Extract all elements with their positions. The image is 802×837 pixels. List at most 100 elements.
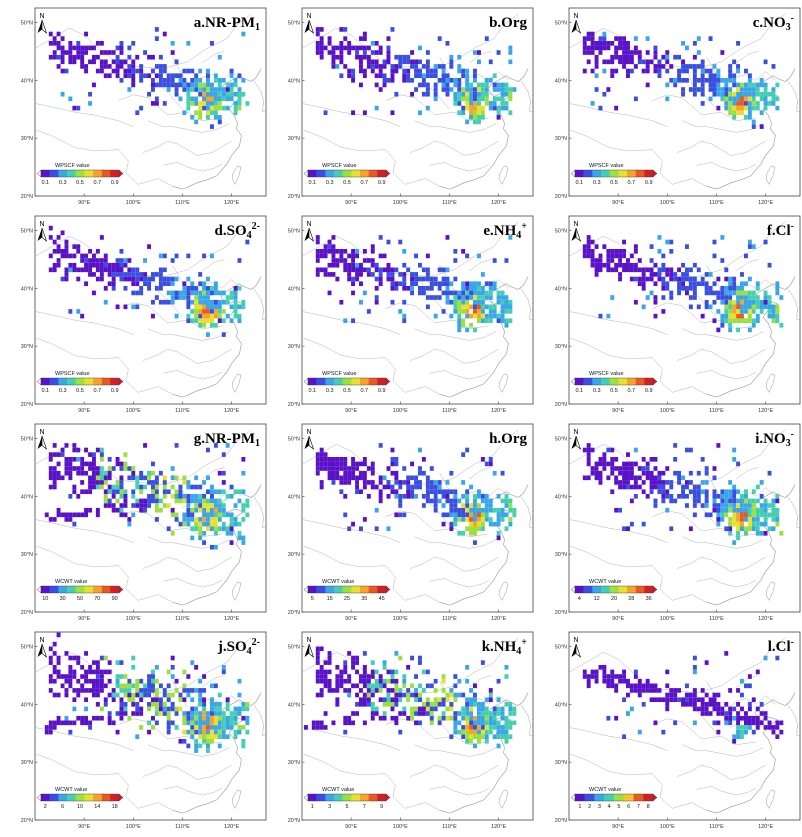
grid-cell (210, 697, 214, 703)
grid-cell (728, 526, 733, 532)
grid-cell (708, 290, 713, 296)
grid-cell (92, 290, 96, 296)
grid-cell (135, 683, 140, 689)
grid-cell (131, 64, 136, 69)
grid-cell (382, 678, 387, 684)
grid-cell (370, 466, 375, 471)
grid-cell (453, 498, 458, 504)
grid-cell (245, 101, 250, 106)
grid-cell (190, 87, 195, 92)
grid-cell (712, 299, 717, 305)
province-border (414, 536, 497, 549)
grid-cell (80, 470, 85, 476)
grid-cell (740, 734, 744, 740)
grid-cell (206, 743, 210, 749)
grid-cell (657, 480, 662, 485)
grid-cell (720, 50, 725, 55)
grid-cell (704, 711, 709, 716)
grid-cell (728, 318, 733, 324)
grid-cell (775, 521, 780, 527)
legend-swatch (67, 378, 76, 385)
grid-cell (233, 295, 238, 300)
grid-cell (186, 304, 191, 310)
grid-cell (119, 697, 124, 703)
grid-cell (633, 262, 638, 268)
grid-cell (131, 683, 136, 689)
grid-cell (319, 674, 324, 679)
grid-cell (92, 678, 96, 684)
grid-cell (182, 720, 187, 726)
grid-cell (645, 494, 650, 499)
grid-cell (198, 115, 203, 120)
north-label: N (573, 637, 578, 644)
grid-cell (488, 711, 493, 716)
grid-cell (614, 475, 619, 481)
grid-cell (473, 517, 477, 522)
grid-cell (92, 484, 96, 490)
grid-cell (708, 68, 713, 74)
grid-cell (174, 512, 179, 518)
legend-swatch (643, 794, 654, 801)
grid-cell (241, 503, 246, 508)
grid-cell (217, 692, 222, 698)
grid-cell (457, 318, 462, 324)
grid-cell (351, 683, 356, 689)
grid-cell (433, 64, 438, 69)
grid-cell (139, 286, 144, 291)
grid-cell (696, 498, 701, 504)
province-border (302, 337, 440, 395)
grid-cell (469, 517, 474, 522)
grid-cell (712, 706, 717, 712)
grid-cell (225, 82, 230, 88)
legend-tick-label: 25 (344, 596, 350, 602)
grid-cell (681, 78, 686, 83)
grid-cell (210, 503, 214, 508)
grid-cell (692, 82, 697, 88)
province-border (302, 545, 440, 603)
grid-cell (645, 82, 650, 88)
grid-cell (661, 286, 666, 291)
grid-cell (394, 489, 399, 495)
province-border (35, 129, 173, 187)
grid-cell (370, 660, 375, 665)
grid-cell (465, 739, 470, 744)
grid-cell (653, 50, 658, 55)
grid-cell (747, 327, 752, 333)
grid-cell (210, 729, 214, 735)
grid-cell (500, 517, 505, 522)
map-svg: 50°N40°N30°N20°N90°E 100°E 110°E 120°EN k.NH… (288, 631, 534, 830)
grid-cell (465, 720, 470, 726)
grid-cell (355, 461, 360, 467)
grid-cell (484, 78, 489, 83)
legend-swatch (308, 170, 317, 177)
grid-cell (147, 678, 152, 684)
grid-cell (665, 702, 670, 707)
grid-cell (198, 82, 203, 88)
grid-cell (744, 281, 748, 287)
grid-cell (127, 466, 132, 471)
grid-cell (198, 503, 203, 508)
grid-cell (744, 299, 748, 305)
grid-cell (154, 96, 159, 102)
grid-cell (696, 470, 701, 476)
lon-tick-label: 90°E (612, 824, 624, 830)
legend-tick-label: 0.7 (360, 388, 368, 394)
grid-cell (728, 299, 733, 305)
grid-cell (669, 290, 674, 296)
grid-cell (496, 531, 501, 536)
grid-cell (202, 720, 207, 726)
grid-cell (319, 457, 324, 462)
grid-cell (740, 281, 744, 287)
legend-swatch (601, 378, 610, 385)
grid-cell (103, 489, 108, 495)
grid-cell (453, 82, 458, 88)
grid-cell (182, 517, 187, 522)
grid-cell (48, 466, 53, 471)
province-border (696, 162, 756, 172)
grid-cell (123, 68, 128, 74)
grid-cell (359, 299, 363, 305)
grid-cell (202, 318, 207, 324)
grid-cell (154, 36, 159, 41)
grid-cell (127, 272, 132, 277)
grid-cell (166, 711, 171, 716)
